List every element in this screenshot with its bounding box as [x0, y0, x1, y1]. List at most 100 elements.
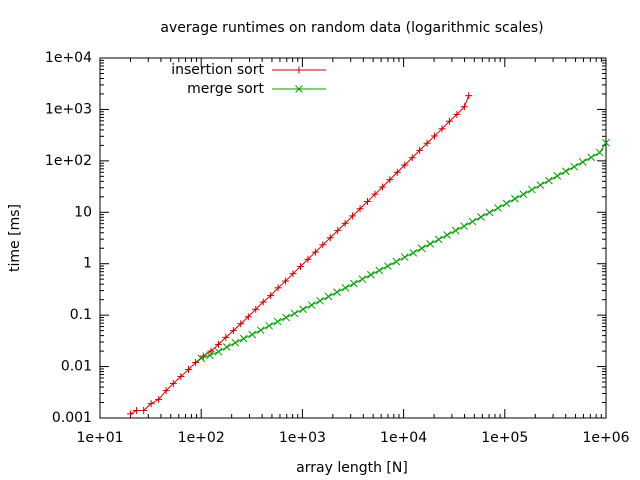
- data-point: [393, 168, 401, 176]
- data-point: [400, 253, 409, 262]
- data-point: [341, 219, 349, 227]
- data-point: [371, 190, 379, 198]
- data-point: [282, 313, 290, 322]
- x-tick-label: 1e+02: [178, 430, 225, 446]
- data-point: [465, 92, 473, 100]
- data-point: [511, 194, 519, 203]
- data-point: [239, 334, 248, 343]
- data-point: [229, 327, 237, 335]
- data-point: [401, 161, 409, 169]
- chart-title: average runtimes on random data (logarit…: [160, 20, 543, 36]
- data-point: [307, 301, 316, 309]
- data-point: [416, 146, 424, 154]
- axis-ticks: 0.001 0.01 0.1 1 10 1e+02 1e+03 1e+04 1e+01 1e+02…: [45, 50, 630, 446]
- data-point: [386, 176, 394, 184]
- series-layer: [126, 92, 610, 418]
- data-point: [438, 125, 446, 133]
- data-point: [519, 190, 528, 199]
- data-point: [185, 365, 193, 373]
- y-tick-label: 1e+03: [45, 101, 92, 117]
- series-line: [130, 95, 470, 415]
- data-point: [222, 343, 231, 351]
- data-point: [383, 262, 392, 270]
- data-point: [133, 406, 141, 414]
- data-point: [214, 340, 222, 348]
- data-point: [595, 148, 604, 157]
- data-point: [341, 283, 350, 292]
- data-point: [299, 305, 307, 314]
- data-point: [417, 244, 426, 253]
- data-point: [408, 154, 416, 162]
- data-point: [207, 347, 215, 355]
- data-point: [431, 132, 439, 140]
- legend: insertion sort merge sort: [171, 62, 326, 97]
- data-point: [267, 292, 275, 300]
- data-point: [274, 284, 282, 292]
- y-tick-label: 1e+02: [45, 153, 92, 169]
- series-insertion-sort: [126, 92, 473, 418]
- data-point: [177, 373, 185, 381]
- y-tick-label: 0.1: [70, 307, 92, 323]
- legend-swatch-marker: [295, 85, 303, 93]
- data-point: [485, 208, 494, 217]
- data-point: [367, 270, 375, 279]
- data-point: [244, 313, 252, 321]
- data-point: [602, 138, 610, 147]
- data-point: [206, 351, 214, 360]
- data-point: [561, 167, 570, 176]
- data-point: [248, 330, 257, 339]
- series-merge-sort: [197, 138, 610, 363]
- data-point: [451, 226, 460, 235]
- plot-frame: [99, 57, 607, 419]
- data-point: [256, 326, 265, 335]
- y-tick-label: 1e+04: [45, 50, 92, 66]
- data-point: [333, 288, 341, 296]
- data-point: [324, 292, 333, 301]
- data-point: [326, 234, 334, 242]
- data-point: [460, 103, 468, 111]
- data-point: [231, 338, 240, 347]
- data-point: [169, 379, 177, 387]
- data-point: [453, 110, 461, 118]
- data-point: [334, 227, 342, 235]
- data-point: [265, 321, 273, 330]
- legend-label: insertion sort: [171, 62, 264, 78]
- data-point: [536, 181, 545, 189]
- data-point: [296, 263, 304, 271]
- data-point: [544, 176, 553, 185]
- data-point: [570, 162, 579, 171]
- data-point: [378, 183, 386, 191]
- data-point: [409, 248, 418, 257]
- data-point: [350, 279, 358, 288]
- data-point: [316, 296, 324, 305]
- data-point: [392, 257, 401, 266]
- data-point: [578, 158, 587, 166]
- data-point: [443, 231, 451, 239]
- data-point: [155, 395, 163, 403]
- data-point: [356, 205, 364, 213]
- data-point: [502, 199, 511, 208]
- y-tick-label: 0.01: [61, 359, 92, 375]
- data-point: [426, 240, 435, 248]
- data-point: [282, 277, 290, 285]
- data-point: [237, 320, 245, 328]
- data-point: [423, 139, 431, 147]
- x-tick-label: 1e+03: [279, 430, 326, 446]
- data-point: [528, 185, 536, 194]
- data-point: [290, 309, 299, 318]
- data-point: [273, 317, 282, 326]
- data-point: [252, 305, 260, 313]
- data-point: [304, 255, 312, 263]
- data-point: [140, 406, 148, 414]
- x-tick-label: 1e+05: [481, 430, 528, 446]
- data-point: [126, 410, 134, 418]
- data-point: [214, 347, 223, 356]
- data-point: [445, 117, 453, 125]
- data-point: [192, 358, 200, 366]
- x-tick-label: 1e+04: [380, 430, 427, 446]
- data-point: [311, 248, 319, 256]
- y-axis-label: time [ms]: [7, 204, 23, 272]
- data-point: [222, 333, 230, 341]
- data-point: [494, 204, 502, 212]
